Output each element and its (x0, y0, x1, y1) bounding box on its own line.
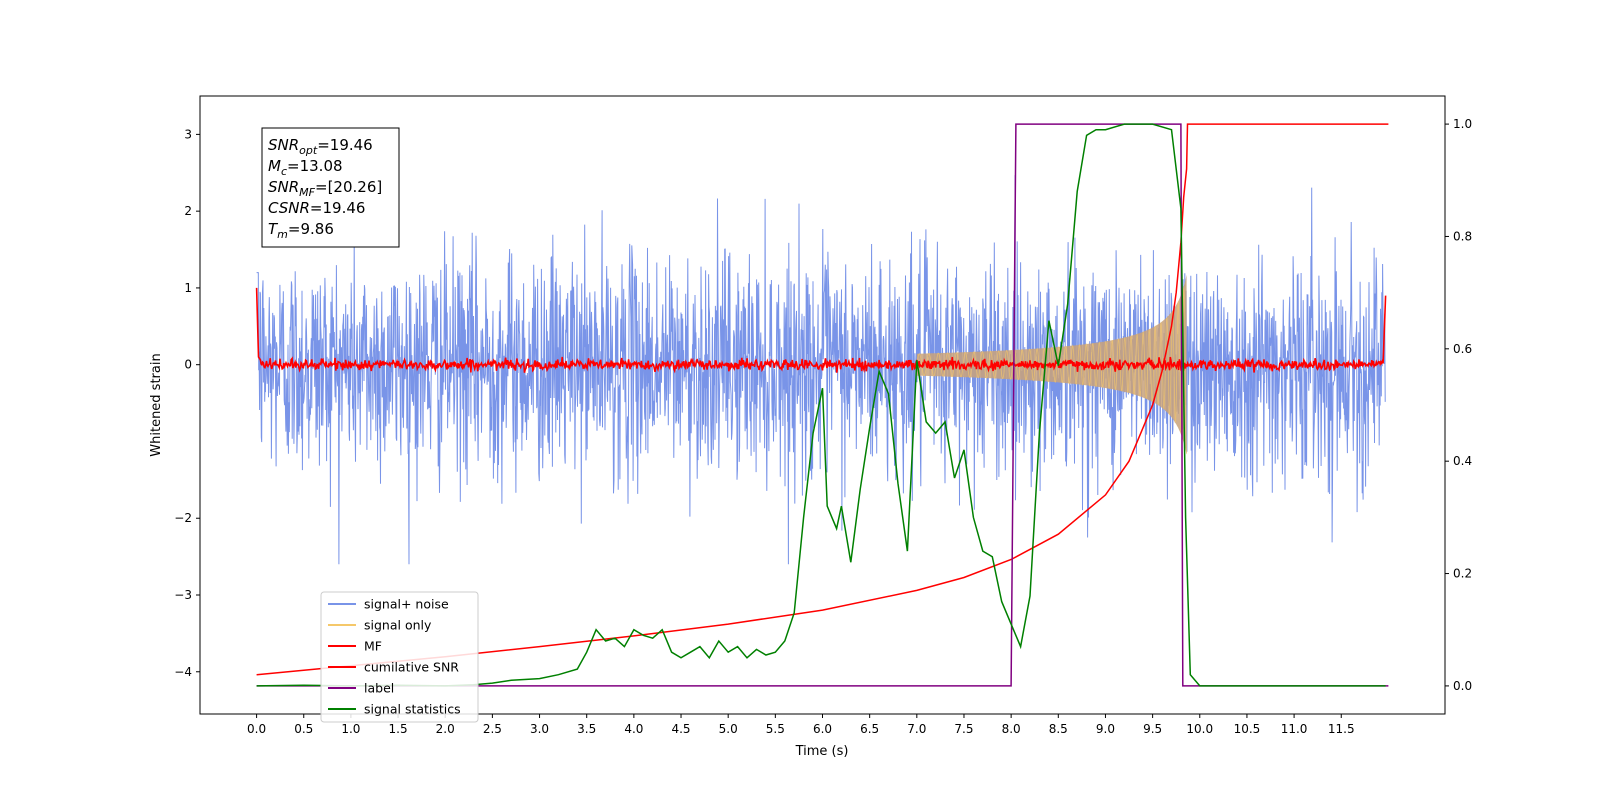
x-tick-label: 9.0 (1096, 722, 1115, 736)
x-tick-label: 4.5 (671, 722, 690, 736)
y-right-tick-label: 0.6 (1453, 342, 1472, 356)
x-tick-label: 7.0 (907, 722, 926, 736)
x-tick-label: 3.5 (577, 722, 596, 736)
legend-label: signal+ noise (364, 597, 449, 612)
x-tick-label: 8.5 (1049, 722, 1068, 736)
x-tick-label: 6.0 (813, 722, 832, 736)
x-tick-label: 10.5 (1234, 722, 1261, 736)
x-tick-label: 11.0 (1281, 722, 1308, 736)
x-tick-label: 2.5 (483, 722, 502, 736)
x-axis-title: Time (s) (795, 744, 849, 759)
y-right-tick-label: 1.0 (1453, 117, 1472, 131)
x-tick-label: 11.5 (1328, 722, 1355, 736)
x-tick-label: 8.0 (1002, 722, 1021, 736)
y-axis-title: Whitened strain (149, 353, 164, 456)
y-right-tick-label: 0.4 (1453, 454, 1472, 468)
series-signal-noise-line (256, 175, 1386, 565)
y-tick-label: 1 (184, 281, 192, 295)
x-tick-label: 2.0 (436, 722, 455, 736)
legend-label: MF (364, 639, 382, 654)
y-tick-label: 3 (184, 127, 192, 141)
y-right-tick-label: 0.2 (1453, 567, 1472, 581)
legend-label: signal only (364, 618, 432, 633)
y-tick-label: −4 (174, 665, 192, 679)
x-tick-label: 4.0 (624, 722, 643, 736)
axis-ticks: 0.0 0.5 1.0 1.5 2.0 2.5 3.0 3.5 4.0 4.5 5.0 5.5 6.0 6… (174, 117, 1472, 736)
y-tick-label: −2 (174, 511, 192, 525)
y-right-tick-label: 0.8 (1453, 229, 1472, 243)
annotation-line: Tm=9.86 (268, 220, 334, 241)
legend-frame (320, 591, 479, 723)
x-tick-label: 7.5 (954, 722, 973, 736)
x-tick-label: 1.5 (389, 722, 408, 736)
x-tick-label: 3.0 (530, 722, 549, 736)
legend-label: cumilative SNR (364, 660, 459, 675)
legend: signal+ noise signal only MF cumilative SNR… (320, 591, 479, 723)
annotation-line: SNRMF=[20.26] (268, 178, 382, 199)
annotation-line: Mc=13.08 (268, 157, 343, 178)
legend-label: signal statistics (364, 702, 461, 717)
annotation-line: CSNR=19.46 (268, 199, 365, 217)
x-tick-label: 0.5 (294, 722, 313, 736)
annotation-line: SNRopt=19.46 (268, 136, 373, 157)
x-tick-label: 1.0 (341, 722, 360, 736)
series-mf-line (255, 287, 1387, 374)
x-tick-label: 0.0 (247, 722, 266, 736)
y-right-tick-label: 0.0 (1453, 679, 1472, 693)
y-tick-label: 2 (184, 204, 192, 218)
legend-label: label (364, 681, 394, 696)
x-tick-label: 5.0 (719, 722, 738, 736)
y-tick-label: −3 (174, 588, 192, 602)
annotation-box: SNRopt=19.46Mc=13.08SNRMF=[20.26]CSNR=19… (261, 127, 400, 248)
series-signal-statistics-line (256, 123, 1386, 687)
x-tick-label: 5.5 (766, 722, 785, 736)
plot-area (255, 123, 1389, 687)
x-tick-label: 6.5 (860, 722, 879, 736)
x-tick-label: 10.0 (1186, 722, 1213, 736)
x-tick-label: 9.5 (1143, 722, 1162, 736)
y-tick-label: 0 (184, 358, 192, 372)
